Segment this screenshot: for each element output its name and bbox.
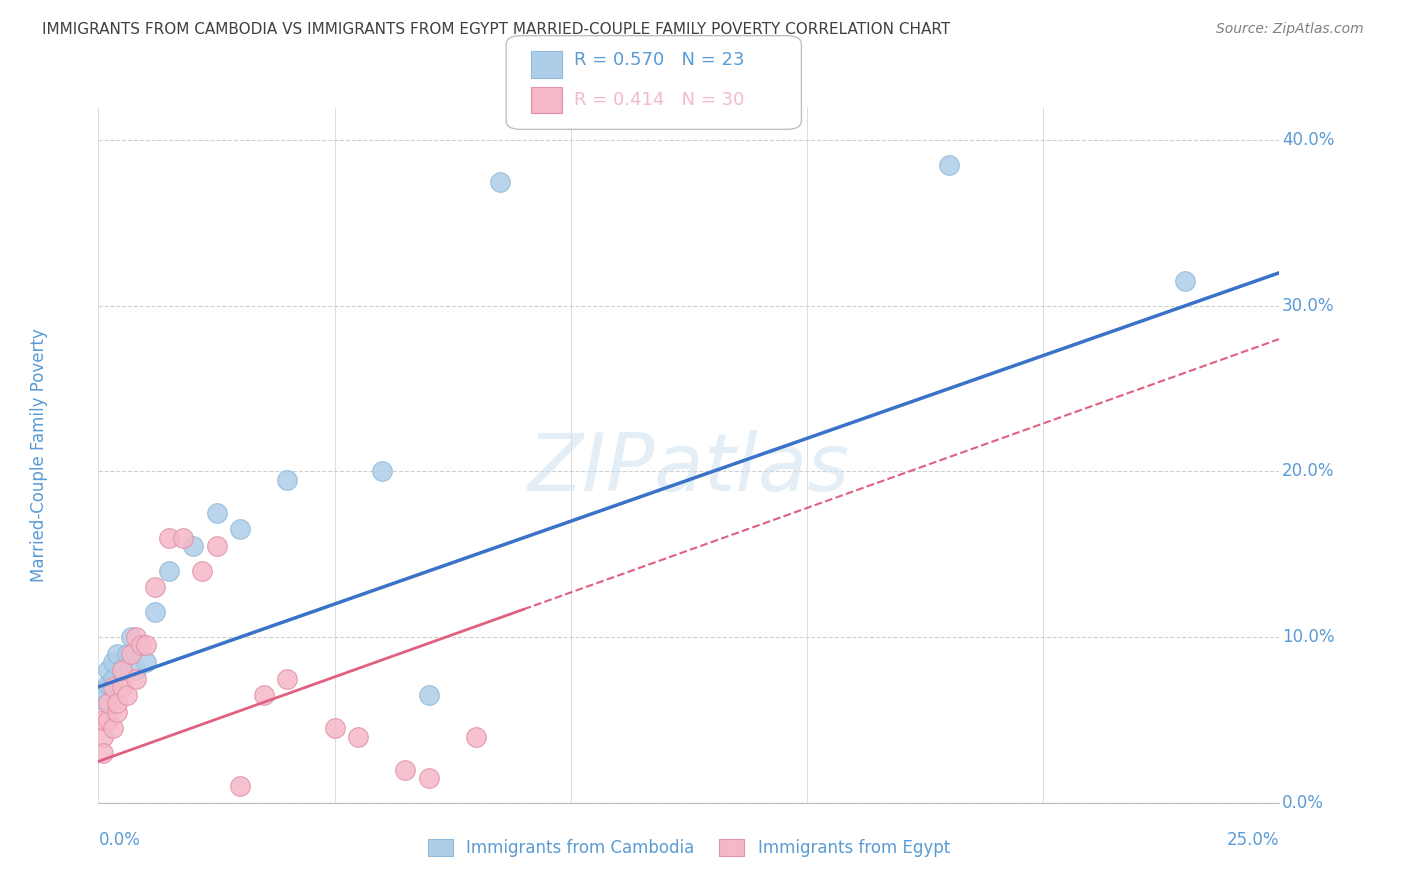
Point [143, 605, 166, 619]
Point [191, 564, 214, 578]
Text: 25.0%: 25.0% [1227, 830, 1279, 848]
Text: 40.0%: 40.0% [1282, 131, 1334, 149]
Point [91, 683, 114, 698]
Text: 20.0%: 20.0% [1282, 462, 1334, 481]
Text: IMMIGRANTS FROM CAMBODIA VS IMMIGRANTS FROM EGYPT MARRIED-COUPLE FAMILY POVERTY : IMMIGRANTS FROM CAMBODIA VS IMMIGRANTS F… [42, 22, 950, 37]
Point [371, 465, 394, 479]
Point [105, 705, 128, 719]
Point [465, 730, 488, 744]
Point [97, 663, 120, 677]
Point [938, 158, 960, 172]
Text: 30.0%: 30.0% [1282, 297, 1334, 315]
Point [394, 763, 416, 777]
Point [129, 639, 152, 653]
Point [101, 721, 124, 735]
Point [135, 655, 157, 669]
Point [111, 663, 134, 677]
Point [91, 746, 114, 760]
Point [101, 672, 124, 686]
Point [97, 676, 120, 690]
Point [418, 771, 440, 785]
Point [157, 531, 180, 545]
Text: R = 0.414   N = 30: R = 0.414 N = 30 [574, 91, 744, 109]
Text: R = 0.570   N = 23: R = 0.570 N = 23 [574, 51, 744, 69]
Point [229, 523, 252, 537]
Point [125, 663, 148, 677]
Point [276, 672, 298, 686]
Point [115, 688, 138, 702]
Point [276, 473, 298, 487]
Text: 0.0%: 0.0% [1282, 794, 1323, 812]
Point [253, 688, 276, 702]
Point [205, 539, 228, 553]
Text: Source: ZipAtlas.com: Source: ZipAtlas.com [1216, 22, 1364, 37]
Point [157, 564, 180, 578]
Point [91, 713, 114, 727]
Point [115, 647, 138, 661]
Point [229, 779, 252, 793]
Point [101, 680, 124, 694]
Point [347, 730, 370, 744]
Text: ZIPatlas: ZIPatlas [527, 430, 851, 508]
Point [121, 630, 143, 644]
Point [125, 630, 148, 644]
Point [105, 647, 128, 661]
Point [205, 506, 228, 520]
Point [97, 697, 120, 711]
Text: 10.0%: 10.0% [1282, 628, 1334, 646]
Point [101, 655, 124, 669]
Point [91, 730, 114, 744]
Point [111, 663, 134, 677]
Text: 0.0%: 0.0% [98, 830, 141, 848]
Point [143, 581, 166, 595]
Point [323, 721, 346, 735]
Point [97, 713, 120, 727]
Text: Married-Couple Family Poverty: Married-Couple Family Poverty [31, 328, 48, 582]
Point [91, 693, 114, 707]
Point [125, 672, 148, 686]
Legend: Immigrants from Cambodia, Immigrants from Egypt: Immigrants from Cambodia, Immigrants fro… [422, 832, 956, 864]
Point [1174, 274, 1197, 288]
Point [121, 647, 143, 661]
Point [172, 531, 194, 545]
Point [111, 680, 134, 694]
Point [181, 539, 204, 553]
Point [105, 697, 128, 711]
Point [135, 639, 157, 653]
Point [418, 688, 440, 702]
Point [489, 175, 512, 189]
